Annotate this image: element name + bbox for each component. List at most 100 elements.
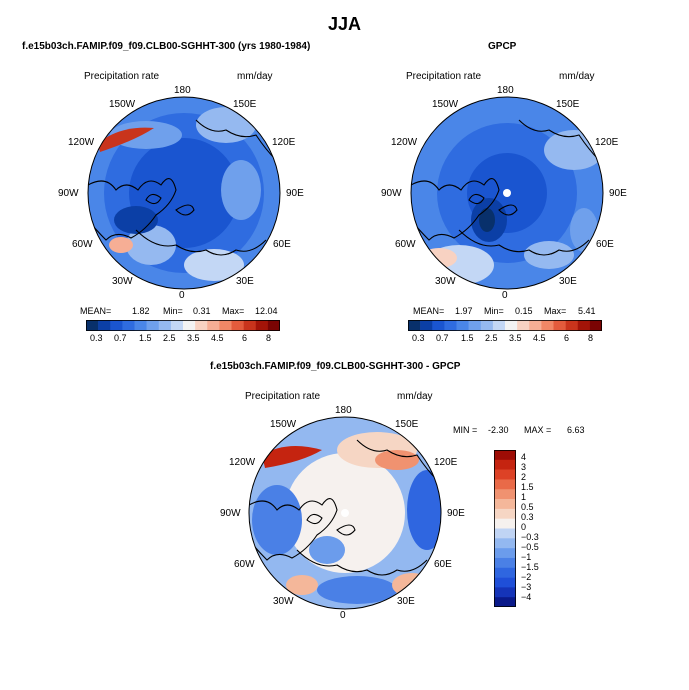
panel2-lon-120w: 120W <box>391 137 418 148</box>
panel3-colorbar-tick: 2 <box>521 472 527 482</box>
panel1-colorbar-swatch <box>243 320 257 331</box>
panel3-colorbar-swatch <box>494 450 516 461</box>
season-title: JJA <box>327 14 362 34</box>
panel1-colorbar-swatch <box>158 320 172 331</box>
panel1-lon-60e: 60E <box>273 239 291 250</box>
panel3-colorbar-swatch <box>494 518 516 529</box>
panel2-colorbar-swatch <box>505 320 518 331</box>
panel2-colorbar <box>408 318 603 331</box>
panel2-min-value: 0.15 <box>515 306 533 316</box>
panel1-colorbar-tick: 0.3 <box>90 333 103 343</box>
panel2-title: GPCP <box>488 41 517 52</box>
panel3-colorbar-tick: −0.5 <box>521 542 539 552</box>
panel2-units: mm/day <box>559 71 595 82</box>
panel3-colorbar-tick: −2 <box>521 572 532 582</box>
panel3-colorbar-tick: −1 <box>521 552 532 562</box>
panel1-lon-120w: 120W <box>68 137 95 148</box>
panel2-colorbar-tick: 0.7 <box>436 333 449 343</box>
panel2-colorbar-swatch <box>444 320 457 331</box>
panel2-colorbar-swatch <box>565 320 579 331</box>
panel2-mean-label: MEAN= <box>413 306 445 316</box>
panel3-lon-90e: 90E <box>447 508 465 519</box>
panel2-colorbar-swatch <box>480 320 494 331</box>
panel2-lon-60w: 60W <box>395 239 416 250</box>
panel3-colorbar-swatch <box>494 577 516 588</box>
panel3-lon-120e: 120E <box>434 457 458 468</box>
panel2-colorbar-tick: 8 <box>588 333 594 343</box>
panel3-max-label: MAX = <box>524 425 552 435</box>
panel1-lon-90e: 90E <box>286 188 304 199</box>
panel1-min-value: 0.31 <box>193 306 211 316</box>
panel3-lon-30w: 30W <box>273 596 294 607</box>
panel1-min-label: Min= <box>163 306 183 316</box>
panel2-lon-150w: 150W <box>432 99 459 110</box>
panel3-colorbar-swatch <box>494 489 516 500</box>
panel1-lon-120e: 120E <box>272 137 296 148</box>
panel1-lon-60w: 60W <box>72 239 93 250</box>
panel1-colorbar-swatch <box>98 320 111 331</box>
panel2-colorbar-swatch <box>456 320 469 331</box>
panel2-lon-30w: 30W <box>435 276 456 287</box>
panel1-colorbar-swatch <box>110 320 123 331</box>
panel3-lon-60w: 60W <box>234 559 255 570</box>
panel1-title: f.e15b03ch.FAMIP.f09_f09.CLB00-SGHHT-300… <box>22 41 311 52</box>
panel2-lon-150e: 150E <box>556 99 580 110</box>
panel3-colorbar-svg <box>494 450 516 608</box>
panel1-colorbar-swatch <box>146 320 160 331</box>
panel2-map <box>410 96 604 290</box>
panel3-lon-90w: 90W <box>220 508 241 519</box>
panel3-units: mm/day <box>397 391 433 402</box>
panel1-mean-label: MEAN= <box>80 306 112 316</box>
panel3-title: f.e15b03ch.FAMIP.f09_f09.CLB00-SGHHT-300… <box>210 361 461 372</box>
panel2-colorbar-tick: 4.5 <box>533 333 546 343</box>
panel3-colorbar-tick: 4 <box>521 452 527 462</box>
panel3-colorbar-tick: 0.5 <box>521 502 534 512</box>
panel1-lon-0: 0 <box>179 290 185 301</box>
panel1-colorbar-swatch <box>219 320 232 331</box>
panel1-colorbar-swatch <box>170 320 184 331</box>
panel3-min-label: MIN = <box>453 425 478 435</box>
panel1-colorbar-tick: 8 <box>266 333 272 343</box>
panel3-colorbar-swatch <box>494 469 516 480</box>
panel3-max-value: 6.63 <box>567 425 585 435</box>
panel3-variable-label: Precipitation rate <box>245 391 321 402</box>
panel1-map <box>87 96 281 290</box>
panel2-min-label: Min= <box>484 306 504 316</box>
panel1-max-label: Max= <box>222 306 245 316</box>
panel2-mean-value: 1.97 <box>455 306 473 316</box>
panel2-colorbar-swatch <box>517 320 530 331</box>
panel3-colorbar-tick: −3 <box>521 582 532 592</box>
panel1-colorbar-swatch <box>86 320 99 331</box>
panel3-colorbar-tick: −1.5 <box>521 562 539 572</box>
panel2-colorbar-tick: 6 <box>564 333 570 343</box>
panel1-colorbar-swatch <box>183 320 196 331</box>
panel2-colorbar-swatch <box>420 320 433 331</box>
panel2-max-label: Max= <box>544 306 567 316</box>
panel1-colorbar <box>86 318 281 331</box>
panel1-lon-30w: 30W <box>112 276 133 287</box>
panel3-lon-0: 0 <box>340 610 346 621</box>
panel1-colorbar-swatch <box>195 320 208 331</box>
panel2-colorbar-swatch <box>432 320 445 331</box>
panel3-colorbar-tick: −4 <box>521 592 532 602</box>
panel2-colorbar-tick: 3.5 <box>509 333 522 343</box>
panel1-lon-150w: 150W <box>109 99 136 110</box>
panel2-lon-90e: 90E <box>609 188 627 199</box>
panel1-lon-30e: 30E <box>236 276 254 287</box>
panel1-colorbar-tick: 1.5 <box>139 333 152 343</box>
panel3-colorbar-swatch <box>494 548 516 559</box>
panel3-colorbar-swatch <box>494 479 516 490</box>
panel3-map <box>248 416 442 610</box>
panel3-colorbar-swatch <box>494 597 516 608</box>
panel3-lon-150e: 150E <box>395 419 419 430</box>
panel2-colorbar-swatch <box>589 320 603 331</box>
panel1-colorbar-tick: 0.7 <box>114 333 127 343</box>
panel1-lon-90w: 90W <box>58 188 79 199</box>
panel1-max-value: 12.04 <box>255 306 278 316</box>
panel1-mean-value: 1.82 <box>132 306 150 316</box>
panel2-colorbar-tick: 0.3 <box>412 333 425 343</box>
panel3-colorbar-swatch <box>494 538 516 549</box>
panel3-colorbar-swatch <box>494 499 516 510</box>
panel3-colorbar-swatch <box>494 459 516 470</box>
panel1-colorbar-tick: 4.5 <box>211 333 224 343</box>
